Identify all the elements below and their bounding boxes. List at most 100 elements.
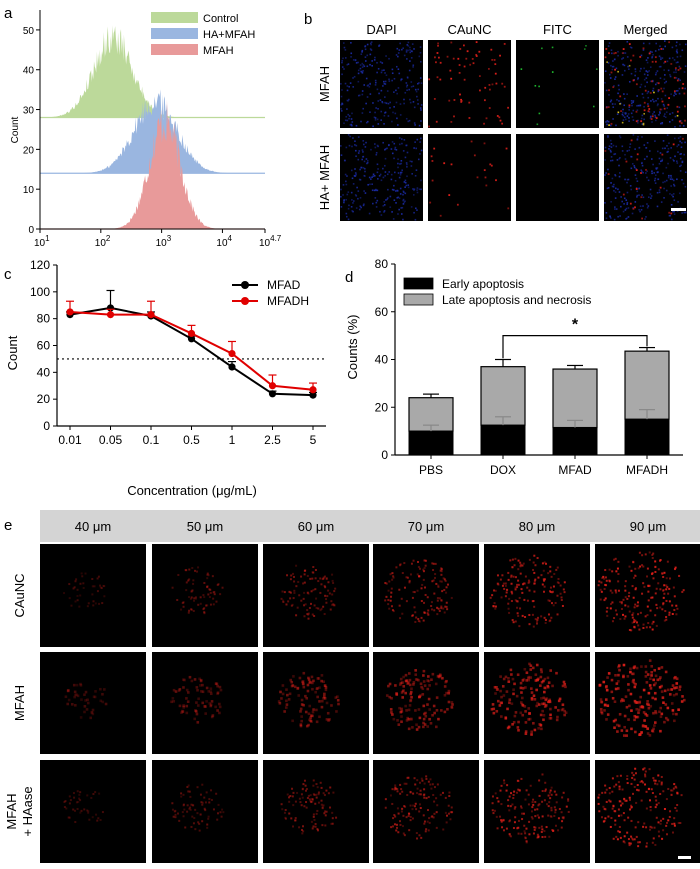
spheroid-signal [535, 688, 538, 692]
nucleus-dot [621, 200, 623, 203]
signal-dot [459, 93, 461, 96]
nucleus-dot [357, 61, 359, 64]
spheroid-signal [500, 596, 503, 599]
spheroid-signal [201, 683, 204, 687]
spheroid-signal [180, 711, 183, 714]
spheroid-signal [291, 787, 294, 790]
nucleus-dot [377, 145, 379, 148]
spheroid-signal [314, 690, 317, 694]
spheroid-signal [323, 794, 326, 797]
spheroid-signal [295, 564, 298, 567]
spheroid-signal [607, 672, 611, 675]
nucleus-dot [615, 124, 617, 127]
spheroid-signal [541, 800, 544, 803]
spheroid-signal [207, 817, 210, 820]
legend-swatch-early [403, 277, 434, 290]
spheroid-signal [68, 816, 71, 819]
nucleus-dot [630, 46, 633, 49]
nucleus-dot [340, 154, 343, 156]
nucleus-dot [366, 65, 369, 68]
spheroid-signal [75, 801, 78, 804]
nucleus-dot [627, 216, 630, 218]
panel-d-xtick-label: PBS [419, 463, 443, 477]
nucleus-dot [354, 168, 356, 170]
spheroid-signal [434, 562, 437, 565]
nucleus-dot [675, 44, 678, 47]
signal-dot [617, 70, 619, 73]
spheroid-signal [205, 791, 208, 794]
spheroid-signal [388, 695, 392, 699]
nucleus-dot [677, 201, 679, 203]
nucleus-dot [416, 191, 419, 194]
spheroid-signal [334, 587, 337, 590]
spheroid-signal [302, 685, 306, 689]
spheroid-signal [649, 626, 652, 629]
spheroid-signal [675, 682, 679, 685]
nucleus-dot [398, 176, 401, 179]
spheroid-signal [435, 725, 438, 729]
spheroid-signal [516, 779, 519, 782]
spheroid-signal [614, 589, 617, 592]
spheroid-signal [306, 683, 310, 687]
spheroid-signal [512, 692, 515, 696]
nucleus-dot [658, 55, 661, 58]
signal-dot [648, 52, 651, 55]
nucleus-dot [623, 97, 626, 100]
spheroid-signal [549, 815, 552, 818]
spheroid-signal [324, 586, 327, 589]
nucleus-dot [376, 171, 379, 174]
nucleus-dot [351, 124, 353, 127]
spheroid-signal [431, 783, 434, 786]
bar-segment-early [552, 427, 598, 456]
spheroid-signal [429, 778, 432, 781]
spheroid-signal [534, 578, 537, 581]
spheroid-signal [281, 684, 285, 687]
spheroid-signal [92, 695, 96, 699]
signal-dot [475, 55, 478, 57]
spheroid-signal [404, 805, 407, 808]
spheroid-signal [185, 581, 188, 584]
spheroid-signal [651, 557, 654, 560]
spheroid-signal [503, 782, 506, 785]
spheroid-signal [418, 793, 421, 796]
spheroid-signal [665, 616, 668, 619]
nucleus-dot [670, 176, 673, 179]
confocal-image [340, 40, 423, 128]
nucleus-dot [359, 64, 362, 66]
nucleus-dot [634, 70, 637, 73]
spheroid-signal [329, 608, 332, 611]
nucleus-dot [679, 79, 681, 82]
spheroid-signal [562, 791, 565, 794]
nucleus-dot [386, 147, 388, 150]
spheroid-signal [336, 698, 340, 702]
spheroid-signal [513, 807, 516, 810]
spheroid-signal [87, 811, 90, 814]
spheroid-signal [642, 582, 645, 585]
spheroid-signal [647, 585, 650, 588]
nucleus-dot [359, 205, 362, 208]
nucleus-dot [360, 70, 363, 73]
spheroid-signal [500, 803, 503, 806]
nucleus-dot [614, 103, 616, 105]
signal-dot [456, 203, 459, 206]
nucleus-dot [404, 91, 407, 94]
spheroid-signal [634, 619, 637, 622]
nucleus-dot [350, 169, 353, 172]
spheroid-signal [508, 833, 511, 836]
spheroid-signal [644, 615, 647, 618]
spheroid-signal [390, 826, 393, 829]
nucleus-dot [610, 146, 613, 148]
nucleus-dot [367, 84, 370, 86]
spheroid-signal [406, 794, 409, 797]
spheroid-signal [412, 683, 415, 686]
spheroid-signal [614, 823, 617, 826]
signal-dot [469, 63, 472, 66]
depth-label: 80 μm [519, 519, 555, 534]
nucleus-dot [670, 203, 673, 206]
spheroid-signal [672, 712, 675, 716]
spheroid-signal [642, 711, 646, 714]
spheroid-signal [216, 812, 219, 815]
nucleus-dot [647, 179, 650, 182]
spheroid-signal [430, 815, 433, 818]
spheroid-signal [420, 836, 423, 839]
